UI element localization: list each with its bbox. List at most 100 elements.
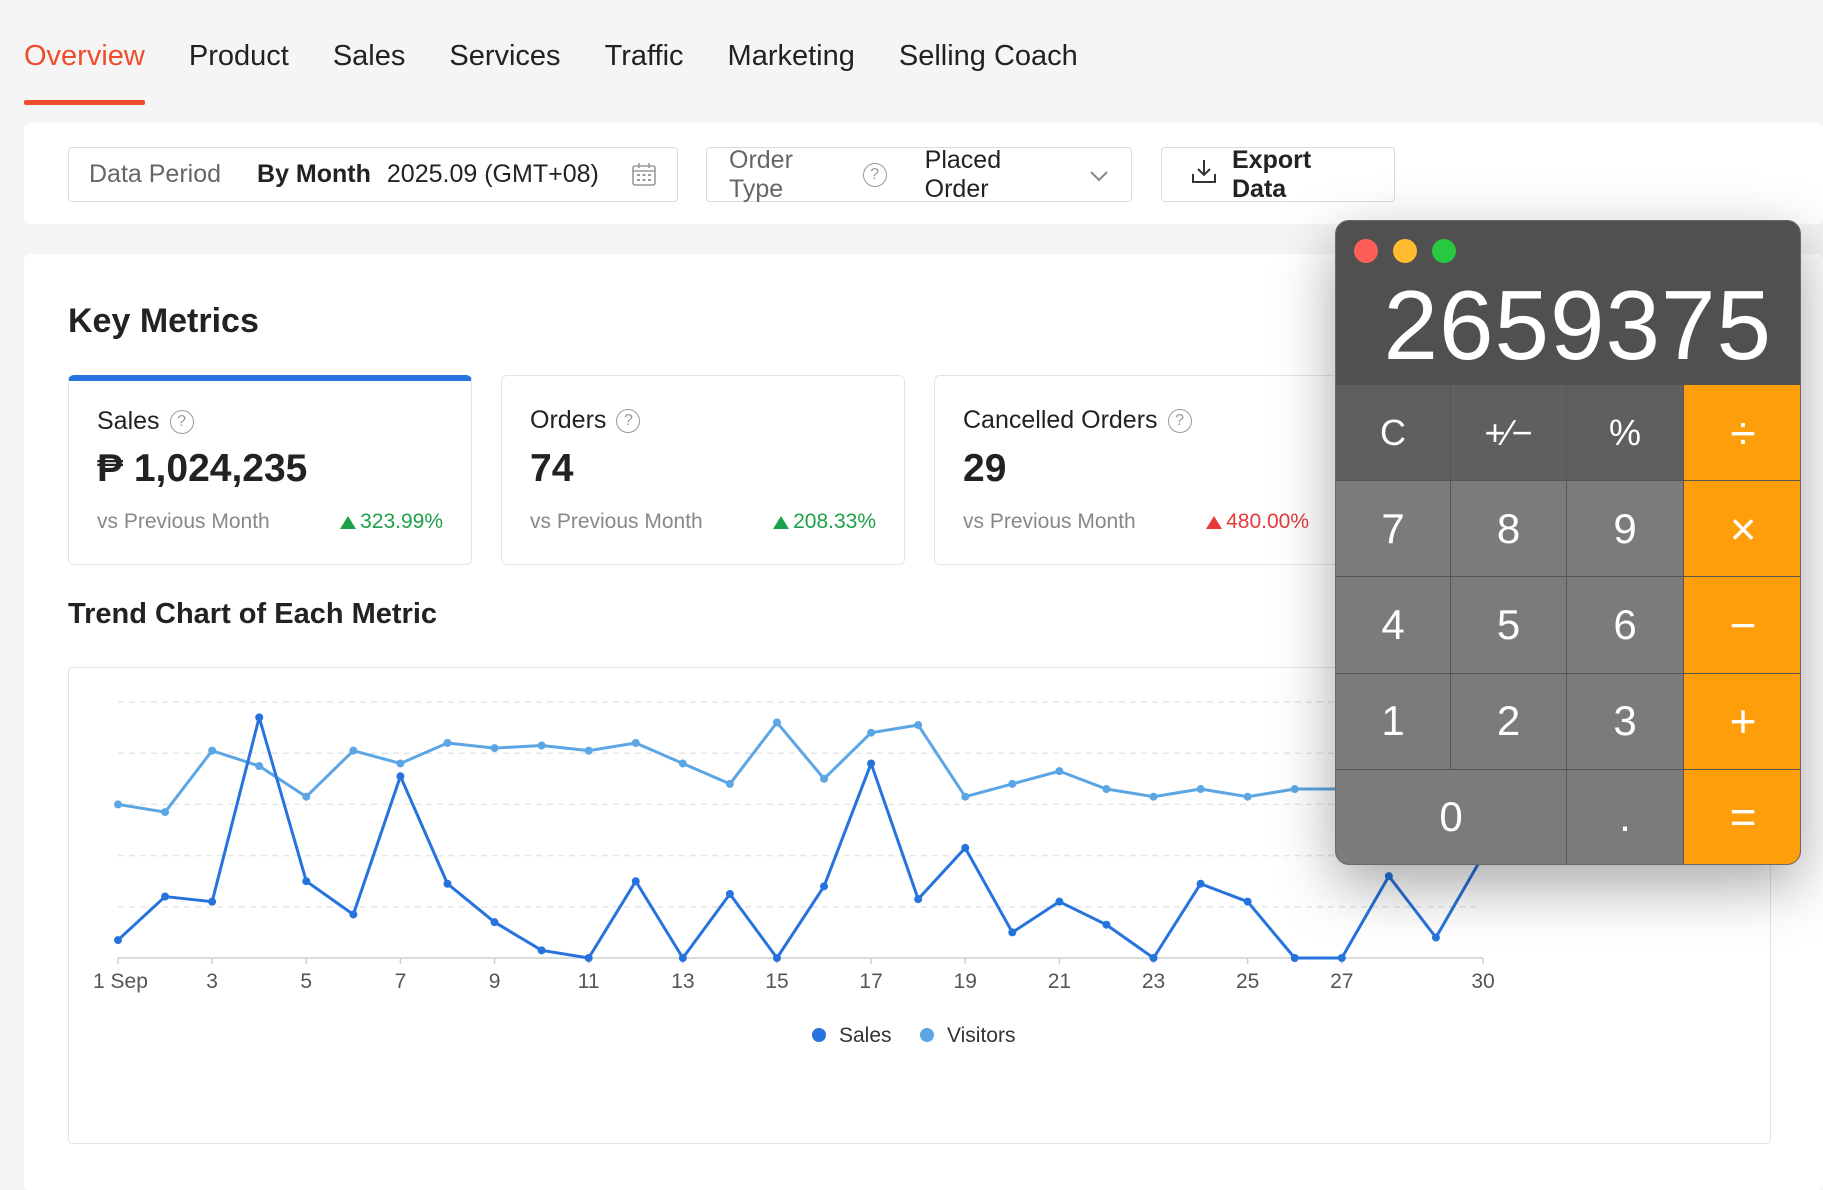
calendar-icon[interactable] [631,162,657,195]
legend-label-sales[interactable]: Sales [839,1024,892,1047]
digit-2-key[interactable]: 2 [1451,673,1567,770]
data-point-sales[interactable] [490,918,499,927]
legend-label-visitors[interactable]: Visitors [947,1024,1015,1047]
metric-card-cancelled-orders[interactable]: Cancelled Orders? 29 vs Previous Month 4… [934,375,1338,565]
data-point-visitors[interactable] [208,746,217,755]
data-point-sales[interactable] [1384,872,1393,881]
data-point-sales[interactable] [1149,954,1158,962]
data-point-sales[interactable] [820,882,829,891]
data-point-visitors[interactable] [867,728,876,737]
zoom-window-button[interactable] [1432,239,1456,263]
data-point-visitors[interactable] [1055,767,1064,776]
data-point-sales[interactable] [584,954,593,962]
help-icon[interactable]: ? [169,409,194,434]
data-point-sales[interactable] [867,759,876,768]
help-icon[interactable]: ? [862,162,887,187]
digit-9-key[interactable]: 9 [1567,481,1684,578]
tab-traffic[interactable]: Traffic [604,40,684,72]
tab-product[interactable]: Product [188,40,289,72]
data-point-visitors[interactable] [114,800,122,809]
data-point-visitors[interactable] [725,779,734,788]
data-point-sales[interactable] [396,772,405,781]
digit-4-key[interactable]: 4 [1336,577,1451,674]
digit-6-key[interactable]: 6 [1567,577,1684,674]
digit-7-key[interactable]: 7 [1336,481,1451,578]
tab-selling-coach[interactable]: Selling Coach [898,40,1078,72]
data-point-sales[interactable] [961,843,970,852]
export-data-label: Export Data [1232,145,1312,203]
data-point-sales[interactable] [725,890,734,898]
data-point-visitors[interactable] [772,718,781,727]
data-point-visitors[interactable] [1149,792,1158,801]
percent-key[interactable]: % [1567,385,1684,482]
data-point-visitors[interactable] [820,774,829,783]
decimal-key[interactable]: . [1567,769,1684,864]
data-point-sales[interactable] [1337,954,1346,962]
metric-card-sales[interactable]: Sales? ₱ 1,024,235 vs Previous Month 323… [68,375,472,565]
data-point-sales[interactable] [1196,879,1205,888]
metric-card-orders[interactable]: Orders? 74 vs Previous Month 208.33% [501,375,905,565]
data-point-visitors[interactable] [631,738,640,747]
data-point-visitors[interactable] [1243,792,1252,801]
data-point-visitors[interactable] [914,721,923,730]
data-point-visitors[interactable] [1196,785,1205,794]
data-point-sales[interactable] [631,877,640,886]
clear-key[interactable]: C [1336,385,1451,482]
data-point-visitors[interactable] [396,759,405,768]
data-point-sales[interactable] [302,877,311,886]
data-point-sales[interactable] [772,954,781,962]
data-point-sales[interactable] [208,897,217,906]
data-point-sales[interactable] [1055,897,1064,906]
data-point-sales[interactable] [114,936,122,945]
data-point-sales[interactable] [914,895,923,904]
data-point-visitors[interactable] [349,746,358,755]
tab-sales[interactable]: Sales [332,40,406,72]
tab-overview[interactable]: Overview [24,40,145,105]
data-point-visitors[interactable] [302,792,311,801]
data-point-sales[interactable] [161,892,170,901]
digit-8-key[interactable]: 8 [1451,481,1567,578]
help-icon[interactable]: ? [1167,408,1192,433]
order-type-select[interactable]: Order Type ? Placed Order [706,146,1132,203]
data-period-picker[interactable]: Data Period By Month 2025.09 (GMT+08) [68,147,678,202]
data-point-sales[interactable] [1008,928,1017,937]
data-point-visitors[interactable] [443,738,452,747]
data-point-visitors[interactable] [255,762,264,770]
data-point-sales[interactable] [678,954,687,962]
minimize-window-button[interactable] [1393,239,1417,263]
help-icon[interactable]: ? [616,408,641,433]
data-point-sales[interactable] [1290,954,1299,962]
digit-1-key[interactable]: 1 [1336,673,1451,770]
equals-key[interactable]: = [1684,769,1800,864]
data-point-sales[interactable] [1102,920,1111,929]
data-point-sales[interactable] [1431,933,1440,942]
data-point-visitors[interactable] [1290,785,1299,794]
subtract-key[interactable]: − [1684,577,1800,674]
data-point-visitors[interactable] [161,808,170,817]
digit-0-key[interactable]: 0 [1336,769,1567,864]
close-window-button[interactable] [1354,239,1378,263]
trend-chart-title: Trend Chart of Each Metric [68,598,438,630]
data-point-visitors[interactable] [1102,785,1111,794]
multiply-key[interactable]: × [1684,481,1800,578]
data-point-visitors[interactable] [1008,779,1017,788]
data-point-sales[interactable] [537,946,546,955]
data-point-visitors[interactable] [537,741,546,750]
digit-3-key[interactable]: 3 [1567,673,1684,770]
data-point-sales[interactable] [443,879,452,888]
digit-5-key[interactable]: 5 [1451,577,1567,674]
data-point-sales[interactable] [1243,897,1252,906]
sign-toggle-key[interactable]: +∕− [1451,385,1567,482]
metric-name: Cancelled Orders [963,406,1158,434]
divide-key[interactable]: ÷ [1684,385,1800,482]
export-data-button[interactable]: Export Data [1161,145,1395,203]
tab-marketing[interactable]: Marketing [727,40,855,72]
data-point-visitors[interactable] [490,744,499,753]
tab-services[interactable]: Services [449,40,561,72]
add-key[interactable]: + [1684,673,1800,770]
data-point-visitors[interactable] [961,792,970,801]
data-point-visitors[interactable] [584,746,593,755]
data-point-visitors[interactable] [678,759,687,768]
data-point-sales[interactable] [349,910,358,919]
data-point-sales[interactable] [255,713,264,722]
